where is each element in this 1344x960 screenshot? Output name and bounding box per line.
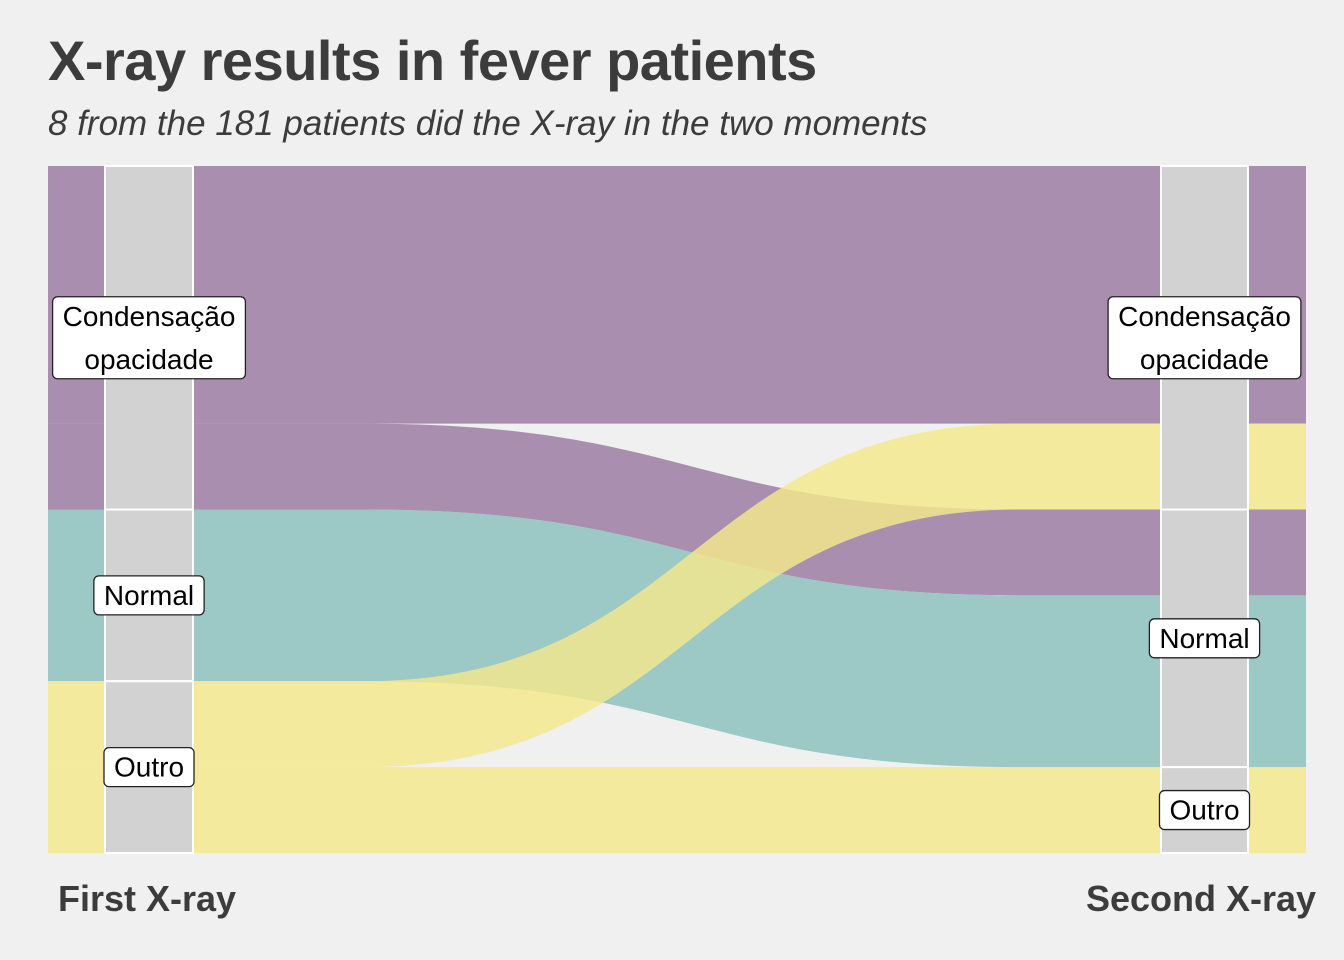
stratum-label-box <box>1158 789 1251 831</box>
stratum-label-text: Normal <box>1159 623 1249 654</box>
stratum-label-second-condensacao-opacidade: Condensação opacidade <box>1107 296 1302 380</box>
chart-subtitle: 8 from the 181 patients did the X-ray in… <box>48 104 928 143</box>
flow-condensacao-opacidade-to-normal-left-ext <box>48 423 105 510</box>
stratum-label-first-outro: Outro <box>103 746 195 788</box>
chart-title: X-ray results in fever patients <box>48 29 817 92</box>
stratum-label-box <box>51 296 247 380</box>
flow-outro-to-outro-right-ext <box>1248 767 1306 853</box>
flow-condensacao-opacidade-to-normal-right-ext <box>1248 509 1306 596</box>
stratum-label-box <box>1107 296 1302 380</box>
stratum-label-text: Condensação <box>1118 301 1291 332</box>
stratum-label-text: Condensação <box>63 301 236 332</box>
flow-outro-to-condensacao-opacidade <box>193 423 1161 768</box>
stratum-label-first-normal: Normal <box>93 575 205 616</box>
flow-outro-to-condensacao-opacidade-right-ext <box>1248 423 1306 510</box>
x-axis-label-first: First X-ray <box>58 878 237 919</box>
stratum-label-text: Outro <box>1169 795 1239 826</box>
stratum-label-box <box>93 575 205 616</box>
x-axis-label-second: Second X-ray <box>1086 878 1317 919</box>
stratum-label-text: Normal <box>104 580 194 611</box>
flow-condensacao-opacidade-to-condensacao-opacidade <box>193 166 1161 424</box>
flow-outro-to-outro <box>193 767 1161 853</box>
stratum-label-second-normal: Normal <box>1148 618 1261 659</box>
flows-layer <box>48 166 1306 853</box>
labels-layer: Condensação opacidade Normal Outro Condensaç… <box>51 296 1302 831</box>
flow-outro-to-condensacao-opacidade-left-ext <box>48 681 105 768</box>
stratum-label-first-condensacao-opacidade: Condensação opacidade <box>51 296 247 380</box>
stratum-label-text: opacidade <box>1140 344 1269 375</box>
flow-condensacao-opacidade-to-condensacao-opacidade-right-ext <box>1248 166 1306 424</box>
flow-outro-to-outro-left-ext <box>48 767 105 853</box>
stratum-label-text: Outro <box>114 752 184 783</box>
stratum-label-second-outro: Outro <box>1158 789 1251 831</box>
flow-condensacao-opacidade-to-normal <box>193 423 1161 596</box>
stratum-label-box <box>103 746 195 788</box>
flow-condensacao-opacidade-to-condensacao-opacidade-left-ext <box>48 166 105 424</box>
stratum-label-box <box>1148 618 1261 659</box>
stratum-label-text: opacidade <box>84 344 213 375</box>
